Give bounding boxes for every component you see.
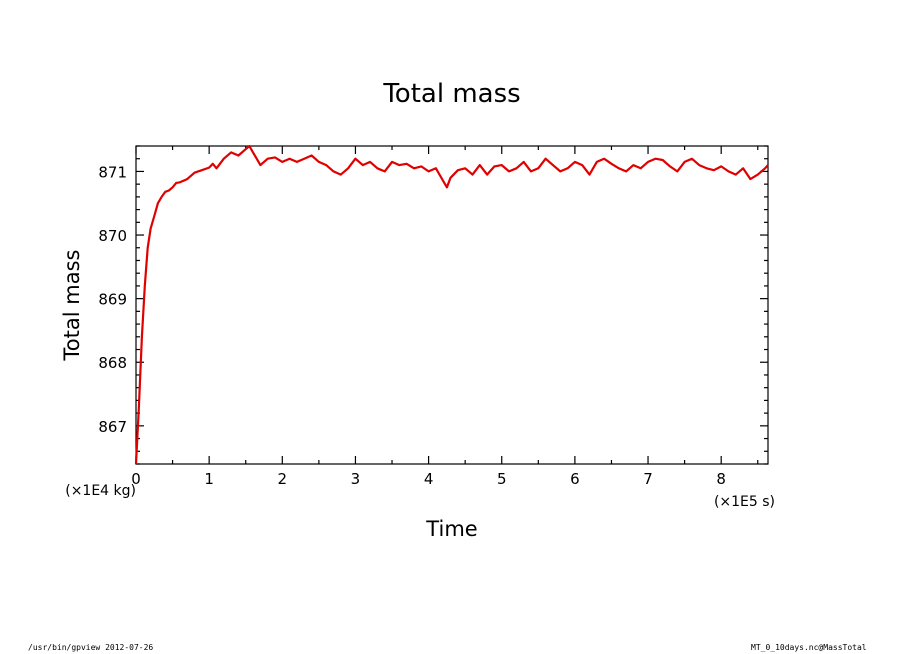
- y-tick-label: 868: [98, 354, 127, 372]
- x-tick-label: 0: [131, 470, 141, 488]
- y-tick-label: 870: [98, 227, 127, 245]
- x-axis-tick-labels: 0 1 2 3 4 5 6 7 8: [131, 470, 726, 488]
- y-tick-label: 867: [98, 418, 127, 436]
- series-line: [134, 144, 769, 465]
- y-unit-label: (×1E4 kg): [65, 483, 136, 499]
- x-tick-label: 1: [204, 470, 214, 488]
- x-axis-ticks: [135, 146, 759, 464]
- y-tick-label: 871: [98, 163, 127, 181]
- x-tick-label: 5: [497, 470, 507, 488]
- x-tick-label: 8: [716, 470, 726, 488]
- footer-left: /usr/bin/gpview 2012-07-26: [28, 643, 154, 652]
- x-tick-label: 7: [643, 470, 653, 488]
- x-tick-label: 3: [351, 470, 361, 488]
- x-tick-label: 2: [278, 470, 288, 488]
- y-axis-ticks: [136, 145, 768, 465]
- plot-frame: [135, 145, 769, 465]
- x-tick-label: 4: [424, 470, 434, 488]
- x-axis-label: Time: [425, 517, 477, 541]
- footer-right: MT_0_10days.nc@MassTotal: [751, 643, 867, 652]
- y-axis-tick-labels: 867 868 869 870 871: [98, 163, 127, 435]
- x-tick-label: 6: [570, 470, 580, 488]
- chart-title: Total mass: [382, 79, 520, 109]
- y-axis-label: Total mass: [60, 250, 84, 362]
- y-tick-label: 869: [98, 291, 127, 309]
- x-unit-label: (×1E5 s): [714, 494, 775, 510]
